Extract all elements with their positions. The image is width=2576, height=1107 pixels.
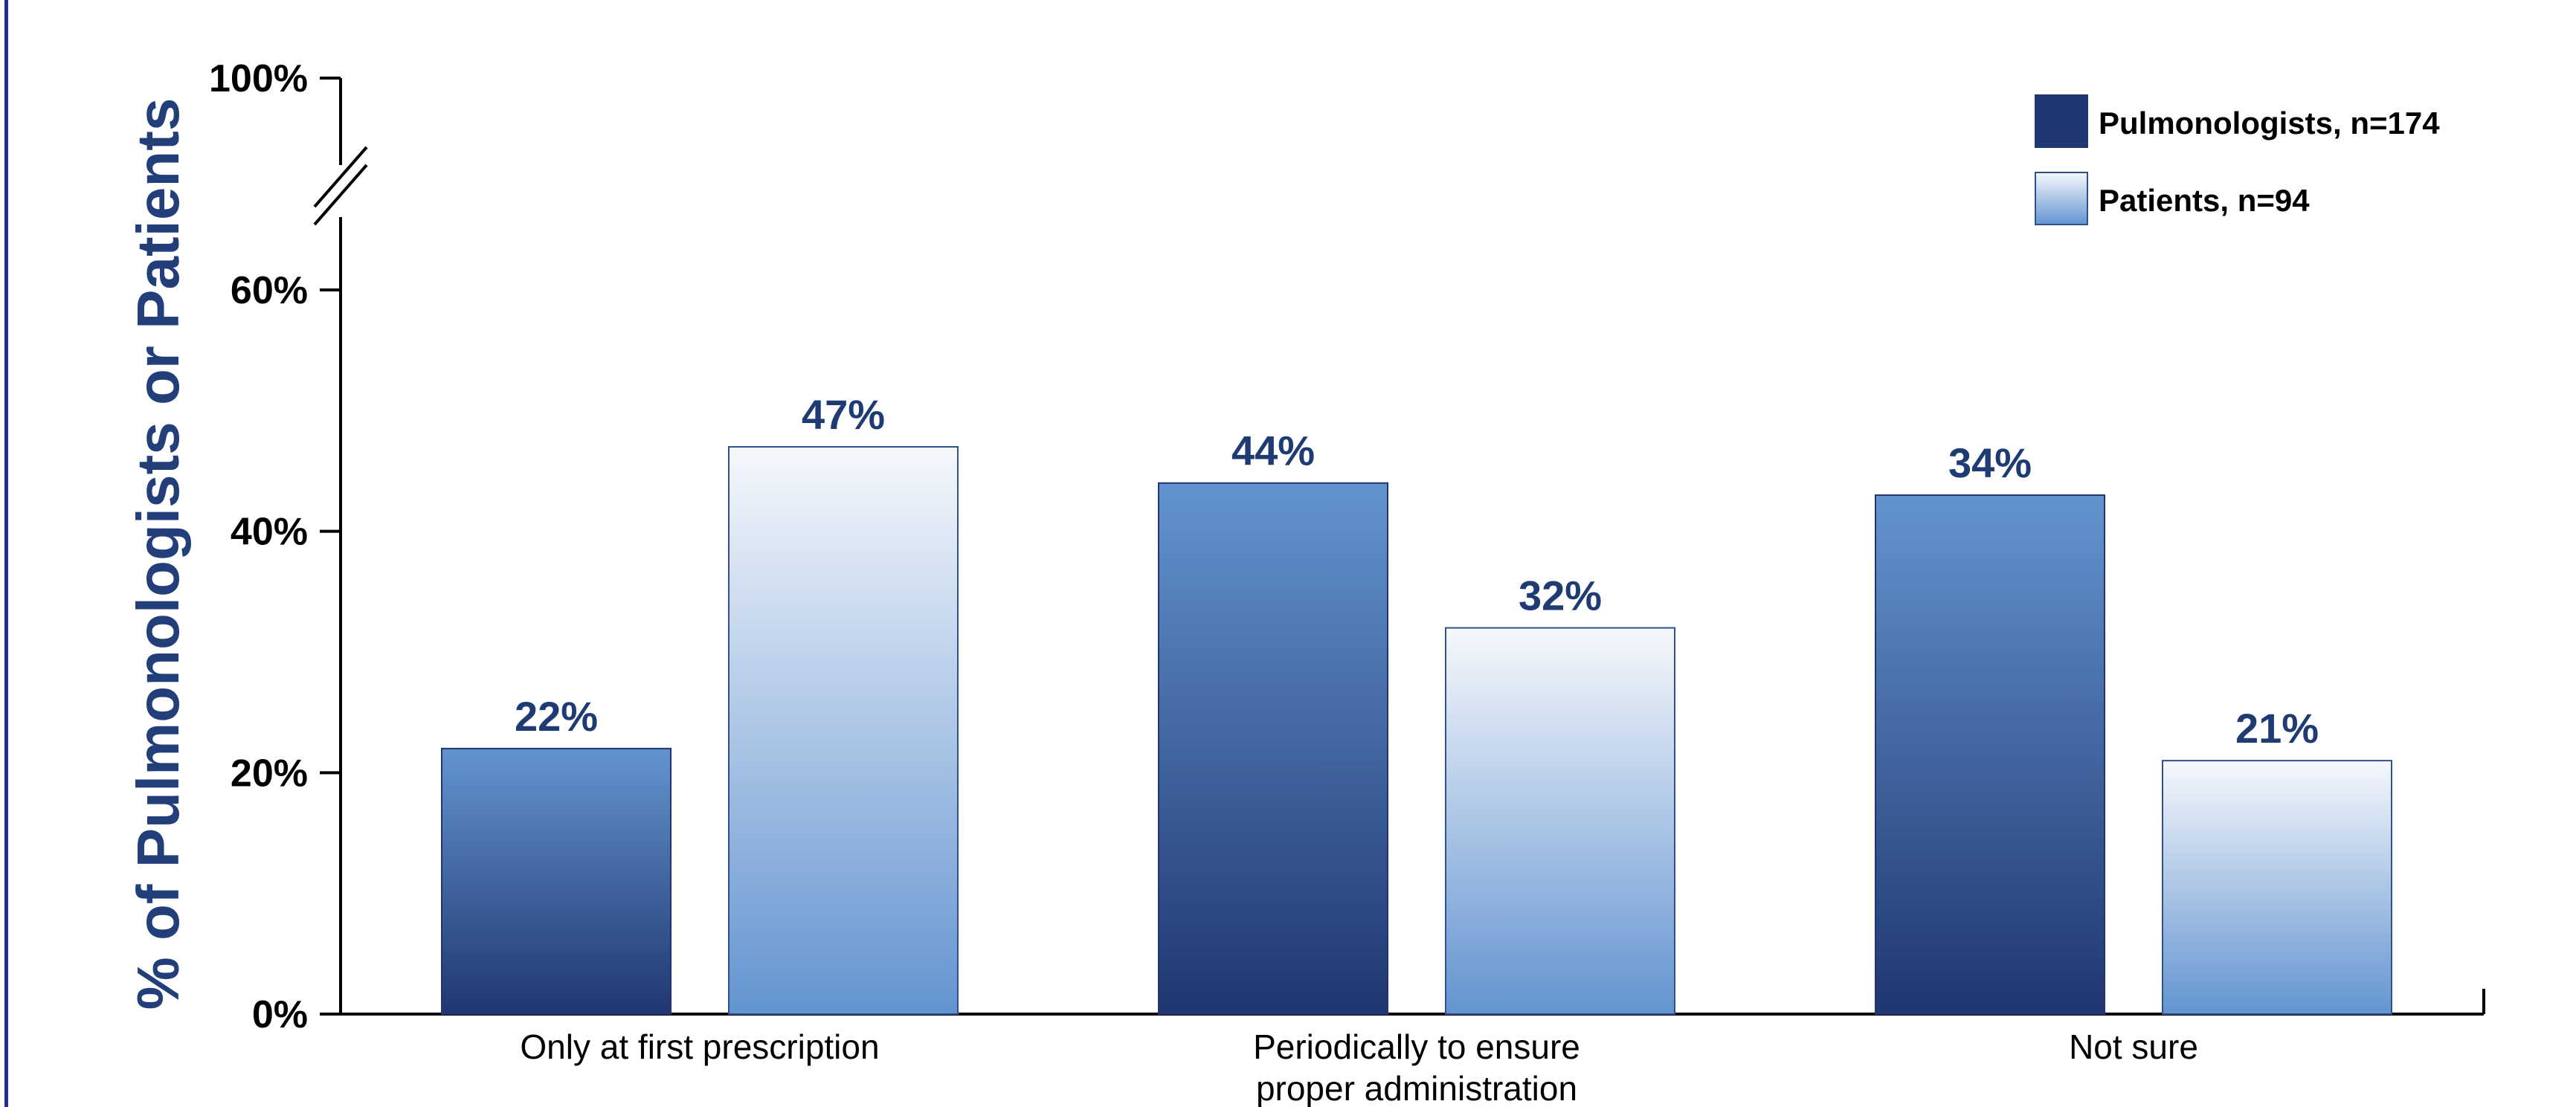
bar-pulmonologists-1: [1158, 482, 1388, 1015]
y-tick-label-4: 100%: [209, 57, 308, 100]
legend-label-pulmonologists: Pulmonologists, n=174: [2099, 106, 2440, 141]
data-label-patients-2: 21%: [2235, 705, 2319, 752]
bar-pulmonologists-0: [441, 747, 672, 1015]
data-label-patients-1: 32%: [1519, 572, 1602, 619]
bar-patients-1: [1445, 627, 1675, 1015]
legend-swatch-pulmonologists: [2035, 94, 2088, 148]
y-tick-label-1: 20%: [231, 752, 308, 795]
y-tick-label-3: 60%: [231, 269, 308, 312]
data-label-patients-0: 47%: [802, 391, 885, 438]
y-tick-label-2: 40%: [231, 511, 308, 554]
data-labels: 22% 47% 44% 32% 34% 21%: [515, 391, 2319, 752]
bars: [441, 446, 2392, 1015]
data-label-pulmonologists-2: 34%: [1948, 439, 2032, 486]
axis-break-mark-2: [313, 164, 368, 226]
legend-label-patients: Patients, n=94: [2099, 183, 2310, 218]
category-label-1-line-0: Periodically to ensure: [1253, 1027, 1580, 1066]
category-label-2-line-0: Not sure: [2069, 1027, 2198, 1066]
data-label-pulmonologists-0: 22%: [515, 693, 598, 740]
category-label-0-line-0: Only at first prescription: [520, 1027, 879, 1066]
legend: Pulmonologists, n=174 Patients, n=94: [2035, 94, 2440, 225]
category-labels: Only at first prescription Periodically t…: [520, 1027, 2198, 1107]
axis-break-mark-1: [313, 146, 368, 208]
bar-pulmonologists-2: [1875, 494, 2105, 1015]
data-label-pulmonologists-1: 44%: [1231, 427, 1315, 474]
y-tick-label-0: 0%: [252, 993, 308, 1036]
bar-patients-0: [728, 446, 959, 1015]
legend-swatch-patients: [2035, 172, 2088, 225]
category-label-1-line-1: proper administration: [1256, 1069, 1577, 1107]
y-axis-title: % of Pulmonologists or Patients: [125, 98, 191, 1010]
left-border-rule: [4, 0, 8, 1107]
bar-patients-2: [2162, 760, 2392, 1015]
y-axis-ticks: 0% 20% 40% 60% 100%: [209, 57, 341, 1036]
